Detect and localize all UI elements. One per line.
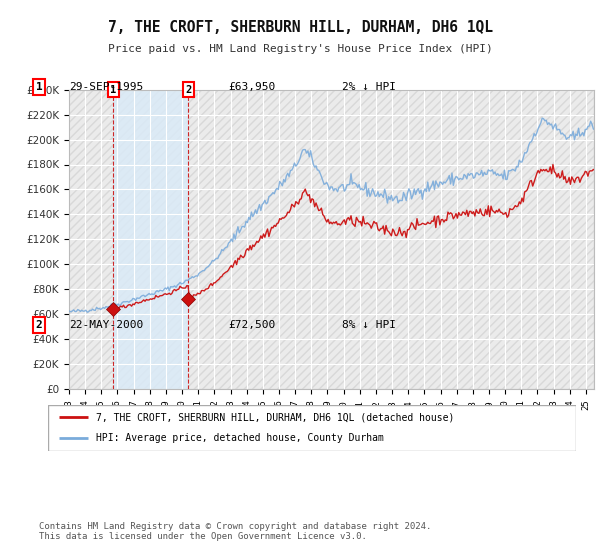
Text: Price paid vs. HM Land Registry's House Price Index (HPI): Price paid vs. HM Land Registry's House … xyxy=(107,44,493,54)
Text: 29-SEP-1995: 29-SEP-1995 xyxy=(69,82,143,92)
Text: £72,500: £72,500 xyxy=(228,320,275,330)
Text: Contains HM Land Registry data © Crown copyright and database right 2024.
This d: Contains HM Land Registry data © Crown c… xyxy=(39,522,431,542)
Text: 7, THE CROFT, SHERBURN HILL, DURHAM, DH6 1QL (detached house): 7, THE CROFT, SHERBURN HILL, DURHAM, DH6… xyxy=(95,412,454,422)
Text: HPI: Average price, detached house, County Durham: HPI: Average price, detached house, Coun… xyxy=(95,433,383,444)
Text: 22-MAY-2000: 22-MAY-2000 xyxy=(69,320,143,330)
Text: 2% ↓ HPI: 2% ↓ HPI xyxy=(342,82,396,92)
Text: 7, THE CROFT, SHERBURN HILL, DURHAM, DH6 1QL: 7, THE CROFT, SHERBURN HILL, DURHAM, DH6… xyxy=(107,20,493,35)
Text: 1: 1 xyxy=(35,82,43,92)
Text: 8% ↓ HPI: 8% ↓ HPI xyxy=(342,320,396,330)
Text: 2: 2 xyxy=(185,85,191,95)
Text: £63,950: £63,950 xyxy=(228,82,275,92)
Text: 2: 2 xyxy=(35,320,43,330)
Text: 1: 1 xyxy=(110,85,116,95)
Bar xyxy=(113,90,188,389)
